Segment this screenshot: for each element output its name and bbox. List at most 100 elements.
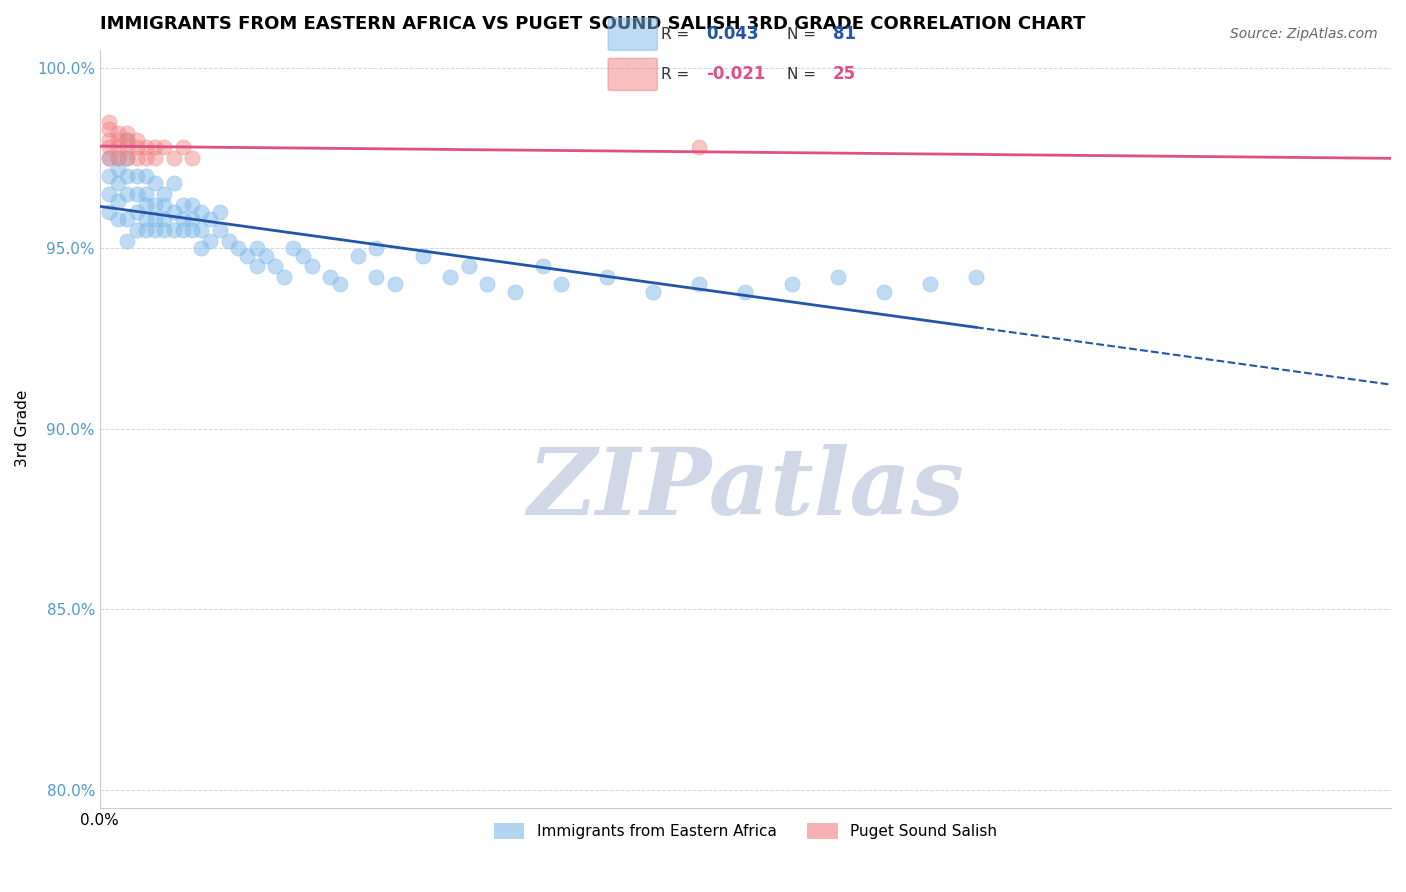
- Point: [125, 223, 148, 237]
- Point: [125, 151, 148, 165]
- Point: [301, 260, 323, 274]
- Point: [347, 248, 370, 262]
- Point: [319, 270, 342, 285]
- Point: [98, 151, 121, 165]
- Text: N =: N =: [787, 27, 821, 42]
- Point: [200, 212, 222, 227]
- Point: [918, 277, 941, 292]
- Text: Source: ZipAtlas.com: Source: ZipAtlas.com: [1230, 27, 1378, 41]
- Point: [107, 151, 129, 165]
- Text: ZIPatlas: ZIPatlas: [527, 444, 965, 534]
- Point: [135, 169, 157, 183]
- Point: [457, 260, 479, 274]
- Point: [827, 270, 849, 285]
- Point: [143, 223, 166, 237]
- Point: [117, 133, 139, 147]
- Point: [98, 122, 121, 136]
- Point: [550, 277, 572, 292]
- Point: [135, 223, 157, 237]
- Point: [162, 177, 184, 191]
- Point: [98, 115, 121, 129]
- Point: [98, 151, 121, 165]
- Point: [329, 277, 352, 292]
- Point: [117, 212, 139, 227]
- Point: [107, 133, 129, 147]
- Point: [688, 140, 710, 154]
- Point: [98, 205, 121, 219]
- Point: [596, 270, 619, 285]
- Point: [117, 187, 139, 202]
- Point: [98, 133, 121, 147]
- Text: R =: R =: [661, 27, 695, 42]
- Point: [531, 260, 554, 274]
- Point: [172, 223, 194, 237]
- Text: -0.021: -0.021: [707, 65, 766, 83]
- Point: [236, 248, 259, 262]
- Point: [273, 270, 295, 285]
- Point: [143, 140, 166, 154]
- Point: [117, 126, 139, 140]
- Point: [412, 248, 434, 262]
- Point: [283, 241, 305, 255]
- Point: [107, 126, 129, 140]
- Point: [117, 151, 139, 165]
- Point: [135, 151, 157, 165]
- Point: [153, 212, 176, 227]
- Point: [162, 223, 184, 237]
- Point: [135, 187, 157, 202]
- Point: [143, 151, 166, 165]
- Y-axis label: 3rd Grade: 3rd Grade: [15, 390, 30, 467]
- Text: 25: 25: [832, 65, 856, 83]
- Point: [366, 270, 388, 285]
- Point: [153, 223, 176, 237]
- Point: [734, 285, 756, 299]
- Point: [643, 285, 665, 299]
- Point: [245, 260, 267, 274]
- Point: [125, 205, 148, 219]
- FancyBboxPatch shape: [609, 58, 658, 90]
- Point: [688, 277, 710, 292]
- Point: [107, 151, 129, 165]
- Point: [503, 285, 526, 299]
- Point: [143, 212, 166, 227]
- Point: [181, 198, 204, 212]
- Point: [172, 198, 194, 212]
- Point: [172, 140, 194, 154]
- Text: 81: 81: [832, 25, 856, 43]
- Point: [143, 198, 166, 212]
- Point: [153, 198, 176, 212]
- Point: [107, 212, 129, 227]
- Point: [254, 248, 277, 262]
- FancyBboxPatch shape: [609, 18, 658, 50]
- Point: [190, 241, 212, 255]
- Text: R =: R =: [661, 67, 695, 82]
- Point: [291, 248, 314, 262]
- Point: [117, 234, 139, 248]
- Point: [226, 241, 249, 255]
- Point: [181, 212, 204, 227]
- Point: [98, 140, 121, 154]
- Point: [245, 241, 267, 255]
- Point: [190, 223, 212, 237]
- Point: [153, 187, 176, 202]
- Point: [125, 169, 148, 183]
- Point: [153, 140, 176, 154]
- Legend: Immigrants from Eastern Africa, Puget Sound Salish: Immigrants from Eastern Africa, Puget So…: [488, 817, 1002, 846]
- Point: [117, 151, 139, 165]
- Point: [135, 198, 157, 212]
- Point: [208, 205, 231, 219]
- Point: [475, 277, 498, 292]
- Point: [162, 151, 184, 165]
- Point: [172, 212, 194, 227]
- Point: [98, 169, 121, 183]
- Point: [181, 151, 204, 165]
- Point: [780, 277, 803, 292]
- Point: [135, 212, 157, 227]
- Point: [135, 140, 157, 154]
- Point: [200, 234, 222, 248]
- Point: [117, 140, 139, 154]
- Point: [125, 140, 148, 154]
- Point: [384, 277, 406, 292]
- Text: N =: N =: [787, 67, 821, 82]
- Point: [107, 194, 129, 209]
